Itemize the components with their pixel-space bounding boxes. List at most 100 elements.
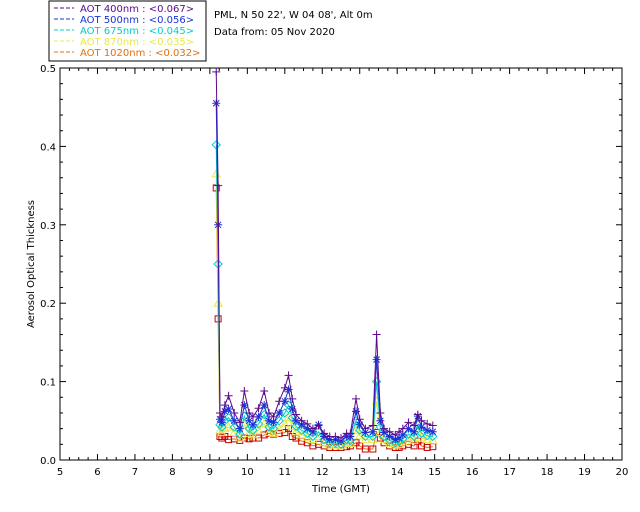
data-point xyxy=(235,429,245,439)
x-tick-label: 11 xyxy=(278,467,291,478)
x-tick-label: 14 xyxy=(391,467,404,478)
data-point xyxy=(336,439,346,450)
data-point xyxy=(264,422,274,432)
data-point xyxy=(280,397,289,406)
data-point xyxy=(248,429,258,439)
data-point xyxy=(248,412,257,421)
data-point xyxy=(254,404,263,413)
data-point xyxy=(292,410,301,419)
data-point xyxy=(240,401,249,410)
y-tick-label: 0.0 xyxy=(40,456,56,467)
x-tick-label: 7 xyxy=(132,467,138,478)
data-point xyxy=(422,434,433,444)
data-point xyxy=(308,424,317,433)
data-point xyxy=(260,401,269,410)
y-axis-label: Aerosol Optical Thickness xyxy=(26,200,37,328)
data-point xyxy=(314,421,323,430)
legend-entry: AOT 1020nm : <0.032> xyxy=(80,48,200,59)
data-point xyxy=(369,445,377,453)
data-point xyxy=(264,427,274,437)
data-point xyxy=(428,421,437,430)
date-label: Data from: 05 Nov 2020 xyxy=(214,27,335,38)
data-point xyxy=(220,407,229,416)
series-s675 xyxy=(211,140,438,450)
y-tick-label: 0.3 xyxy=(40,221,56,232)
x-tick-label: 20 xyxy=(616,467,629,478)
x-tick-label: 8 xyxy=(169,467,175,478)
data-point xyxy=(281,429,289,437)
data-point xyxy=(223,412,234,423)
legend-box xyxy=(48,0,207,62)
series-group xyxy=(211,67,438,453)
data-point xyxy=(245,416,254,425)
x-tick-label: 6 xyxy=(94,467,100,478)
data-point xyxy=(229,427,240,437)
data-point xyxy=(380,424,389,433)
data-point xyxy=(230,408,239,417)
data-point xyxy=(346,429,355,438)
data-point xyxy=(376,408,385,417)
data-point xyxy=(275,397,284,406)
data-point xyxy=(211,140,221,150)
data-point xyxy=(427,435,438,444)
data-point xyxy=(215,408,224,417)
data-point xyxy=(254,412,263,421)
data-point xyxy=(284,371,293,380)
data-point xyxy=(398,424,407,433)
data-point xyxy=(355,415,364,424)
data-point xyxy=(275,408,284,417)
series-line xyxy=(215,173,433,447)
data-point xyxy=(351,425,361,434)
axis-ticks: 5 6 7 8 9 10 11 12 13 14 15 16 17 18 19 20 0.0 0.1 0.2 0.3 0… xyxy=(40,64,628,478)
data-point xyxy=(409,435,419,444)
data-point xyxy=(368,421,377,430)
data-point xyxy=(288,405,297,414)
data-point xyxy=(428,431,438,442)
data-point xyxy=(220,401,229,410)
legend-entry: AOT 500nm : <0.056> xyxy=(80,15,194,26)
data-point xyxy=(224,405,233,414)
data-point xyxy=(292,416,301,425)
data-point xyxy=(279,418,290,428)
data-point xyxy=(240,387,249,396)
data-point xyxy=(214,181,223,190)
data-point xyxy=(355,420,364,429)
data-point xyxy=(217,422,227,432)
x-tick-label: 16 xyxy=(466,467,479,478)
data-point xyxy=(265,416,274,425)
data-point xyxy=(409,431,419,442)
data-point xyxy=(385,427,394,436)
data-point xyxy=(235,424,244,433)
data-point xyxy=(423,426,432,435)
data-point xyxy=(354,430,365,440)
legend: AOT 400nm : <0.067>AOT 500nm : <0.056>AO… xyxy=(54,4,200,59)
data-point xyxy=(234,433,245,442)
data-point xyxy=(260,431,268,439)
data-point xyxy=(416,433,427,442)
data-point xyxy=(235,418,244,427)
data-point xyxy=(297,416,306,425)
y-tick-label: 0.5 xyxy=(40,64,56,75)
data-point xyxy=(320,429,329,438)
data-point xyxy=(217,412,226,421)
y-tick-label: 0.4 xyxy=(40,142,56,153)
data-point xyxy=(331,432,340,441)
x-axis-label: Time (GMT) xyxy=(311,484,370,495)
series-s500 xyxy=(212,99,437,446)
legend-entry: AOT 870nm : <0.035> xyxy=(80,37,194,48)
x-tick-label: 15 xyxy=(428,467,441,478)
data-point xyxy=(413,410,422,419)
data-point xyxy=(417,416,426,425)
data-point xyxy=(245,408,254,417)
data-point xyxy=(404,418,413,427)
x-tick-label: 9 xyxy=(207,467,213,478)
data-point xyxy=(287,421,298,430)
data-point xyxy=(268,428,279,437)
data-point xyxy=(391,435,400,444)
data-point xyxy=(217,418,226,427)
data-point xyxy=(245,435,253,443)
data-point xyxy=(283,412,294,422)
x-tick-label: 13 xyxy=(353,467,366,478)
data-point xyxy=(410,421,419,430)
